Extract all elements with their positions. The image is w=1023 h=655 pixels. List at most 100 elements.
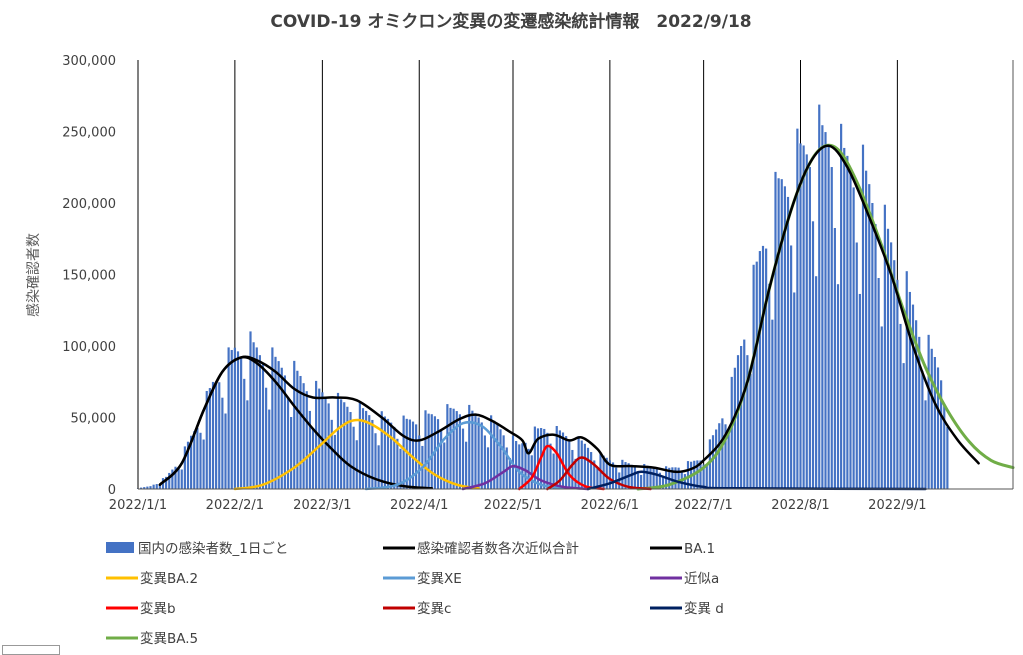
- x-tick-label: 2022/3/1: [293, 498, 351, 513]
- bar: [937, 367, 939, 489]
- bar: [903, 363, 905, 489]
- bar: [859, 294, 861, 489]
- y-tick-label: 300,000: [62, 54, 116, 69]
- bar: [456, 411, 458, 489]
- bar: [549, 444, 551, 489]
- bar: [809, 167, 811, 489]
- legend-label: 変異XE: [417, 570, 462, 587]
- bar: [424, 410, 426, 489]
- bar: [728, 432, 730, 489]
- bar: [503, 435, 505, 489]
- bar: [896, 280, 898, 489]
- bar: [828, 146, 830, 489]
- bar: [181, 469, 183, 489]
- bar: [631, 465, 633, 489]
- legend-label: BA.1: [684, 541, 715, 557]
- bar: [396, 439, 398, 489]
- bar: [449, 408, 451, 489]
- bar: [374, 433, 376, 489]
- bar: [868, 184, 870, 489]
- bar: [231, 350, 233, 489]
- chart-title: COVID-19 オミクロン変異の変遷感染統計情報 2022/9/18: [270, 11, 751, 32]
- bar: [209, 388, 211, 489]
- bar: [203, 440, 205, 489]
- bar: [196, 428, 198, 489]
- bar: [837, 284, 839, 489]
- bar: [246, 400, 248, 489]
- bar: [856, 242, 858, 489]
- bar: [215, 381, 217, 489]
- bar: [212, 382, 214, 489]
- bar: [637, 471, 639, 489]
- bar: [199, 433, 201, 489]
- bar: [831, 167, 833, 489]
- legend-label: 変異c: [417, 600, 451, 617]
- bar: [274, 357, 276, 489]
- y-axis-label: 感染確認者数: [25, 233, 42, 317]
- bar: [253, 342, 255, 489]
- bar: [428, 414, 430, 489]
- bar: [546, 433, 548, 489]
- bar: [237, 351, 239, 489]
- bar: [931, 349, 933, 489]
- bar: [731, 377, 733, 489]
- bar: [749, 374, 751, 489]
- bar: [228, 347, 230, 489]
- bar: [153, 485, 155, 489]
- bar: [740, 346, 742, 489]
- bar: [193, 431, 195, 489]
- bar: [481, 422, 483, 489]
- bar: [653, 468, 655, 489]
- bar: [218, 382, 220, 489]
- bar: [234, 348, 236, 489]
- bar: [874, 224, 876, 489]
- y-tick-label: 0: [108, 483, 116, 498]
- bar: [581, 440, 583, 489]
- bar: [249, 331, 251, 489]
- bar: [587, 448, 589, 489]
- bar: [478, 418, 480, 490]
- bar: [318, 389, 320, 489]
- bar: [846, 156, 848, 489]
- bar: [515, 441, 517, 489]
- bar: [484, 435, 486, 489]
- bar: [759, 251, 761, 489]
- legend-label: 変異b: [140, 600, 176, 617]
- bar: [781, 179, 783, 489]
- bar: [921, 371, 923, 489]
- bar: [415, 424, 417, 489]
- bar: [706, 466, 708, 489]
- bar: [715, 430, 717, 489]
- bar: [431, 414, 433, 489]
- bar: [256, 347, 258, 489]
- bar: [462, 429, 464, 489]
- bar: [387, 419, 389, 489]
- bar: [262, 364, 264, 489]
- legend-label: 近似a: [684, 571, 719, 587]
- bar: [899, 324, 901, 489]
- bar: [768, 284, 770, 489]
- x-tick-label: 2022/8/1: [771, 498, 829, 513]
- bar: [849, 170, 851, 489]
- bar: [568, 440, 570, 489]
- bar: [756, 262, 758, 489]
- bar: [812, 221, 814, 489]
- x-tick-label: 2022/1/1: [109, 498, 167, 513]
- bar: [531, 455, 533, 489]
- bar: [721, 418, 723, 489]
- bar: [871, 203, 873, 489]
- bar: [815, 276, 817, 489]
- x-tick-label: 2022/2/1: [206, 498, 264, 513]
- bar: [806, 154, 808, 489]
- y-tick-label: 50,000: [71, 412, 117, 427]
- bar: [934, 357, 936, 489]
- bar: [743, 340, 745, 489]
- bar: [584, 444, 586, 489]
- bar: [443, 442, 445, 489]
- bar: [765, 249, 767, 489]
- bar: [640, 475, 642, 489]
- bar: [818, 105, 820, 489]
- x-tick-label: 2022/4/1: [390, 498, 448, 513]
- bar: [440, 431, 442, 489]
